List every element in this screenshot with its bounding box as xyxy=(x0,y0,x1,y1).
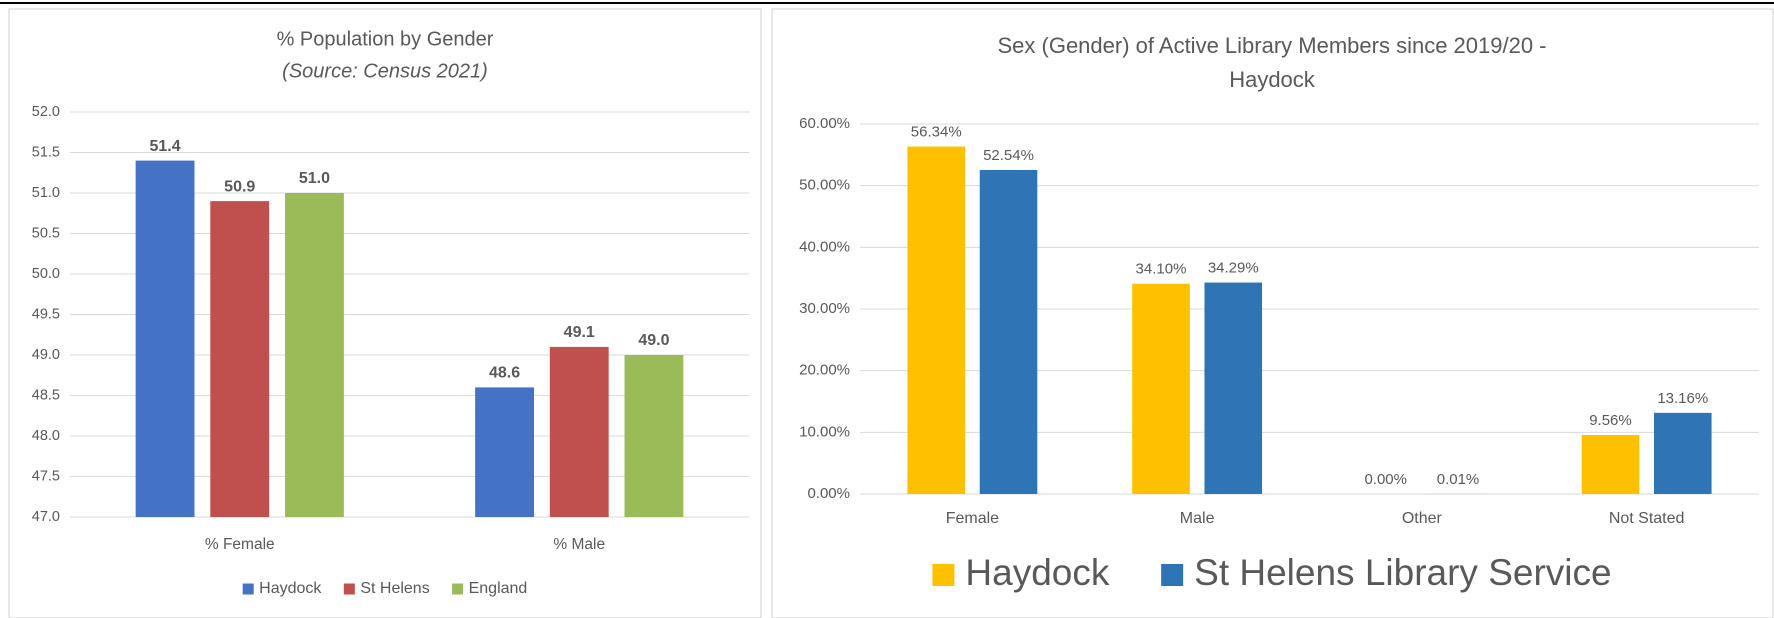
y-tick-label: 51.0 xyxy=(32,185,60,201)
data-label: 56.34% xyxy=(911,124,962,141)
x-tick-label: % Male xyxy=(553,536,605,553)
bar xyxy=(979,170,1038,494)
data-label: 49.1 xyxy=(564,324,595,341)
data-label: 49.0 xyxy=(638,332,669,349)
data-label: 9.56% xyxy=(1589,412,1632,429)
y-tick-label: 0.00% xyxy=(807,485,850,502)
y-tick-label: 50.5 xyxy=(32,225,60,241)
chart-title: % Population by Gender xyxy=(277,28,494,50)
bar xyxy=(624,355,684,517)
y-tick-label: 49.5 xyxy=(32,306,60,322)
data-label: 34.29% xyxy=(1208,260,1259,277)
legend-label: Haydock xyxy=(965,552,1109,593)
y-tick-label: 48.5 xyxy=(32,387,60,403)
y-tick-label: 49.0 xyxy=(32,347,60,363)
y-tick-label: 48.0 xyxy=(32,428,60,444)
y-tick-label: 47.5 xyxy=(32,468,60,484)
y-tick-label: 52.0 xyxy=(32,104,60,120)
data-label: 13.16% xyxy=(1657,390,1708,407)
y-tick-label: 60.00% xyxy=(799,115,850,132)
y-tick-label: 50.0 xyxy=(32,266,60,282)
data-label: 52.54% xyxy=(983,147,1034,164)
data-label: 48.6 xyxy=(489,365,520,382)
y-tick-label: 50.00% xyxy=(799,177,850,194)
legend-label: St Helens xyxy=(360,580,429,597)
legend-swatch xyxy=(452,583,464,595)
legend-swatch xyxy=(932,564,955,586)
y-tick-label: 20.00% xyxy=(799,362,850,379)
chart-subtitle: (Source: Census 2021) xyxy=(282,60,488,82)
y-tick-label: 30.00% xyxy=(799,300,850,317)
x-tick-label: Not Stated xyxy=(1609,510,1685,527)
y-tick-label: 47.0 xyxy=(32,509,60,525)
y-tick-label: 40.00% xyxy=(799,238,850,255)
y-tick-label: 10.00% xyxy=(799,423,850,440)
legend-swatch xyxy=(1161,564,1184,586)
bar xyxy=(1653,412,1712,494)
bar xyxy=(549,346,609,517)
data-label: 0.00% xyxy=(1364,471,1407,488)
x-tick-label: % Female xyxy=(205,536,275,553)
data-label: 50.9 xyxy=(224,178,255,195)
bar xyxy=(907,146,966,494)
chart-title: Sex (Gender) of Active Library Members s… xyxy=(997,33,1546,58)
bar xyxy=(1581,435,1640,494)
bar xyxy=(285,193,344,517)
bar xyxy=(210,201,270,517)
y-tick-label: 51.5 xyxy=(32,144,60,160)
x-tick-label: Other xyxy=(1402,510,1443,527)
legend-swatch xyxy=(242,583,254,595)
legend-label: St Helens Library Service xyxy=(1194,552,1611,593)
bar xyxy=(475,387,534,517)
bar xyxy=(1132,283,1190,494)
data-label: 0.01% xyxy=(1437,471,1480,488)
legend-label: England xyxy=(469,580,528,597)
bar xyxy=(135,160,195,517)
data-label: 51.4 xyxy=(149,138,180,155)
legend-swatch xyxy=(343,583,355,595)
chart-title: Haydock xyxy=(1229,67,1316,92)
legend-label: Haydock xyxy=(259,580,322,597)
x-tick-label: Female xyxy=(946,510,999,527)
data-label: 51.0 xyxy=(299,170,330,187)
left-panel xyxy=(8,8,762,618)
bar xyxy=(1204,282,1263,494)
x-tick-label: Male xyxy=(1180,510,1215,527)
data-label: 34.10% xyxy=(1136,261,1187,278)
